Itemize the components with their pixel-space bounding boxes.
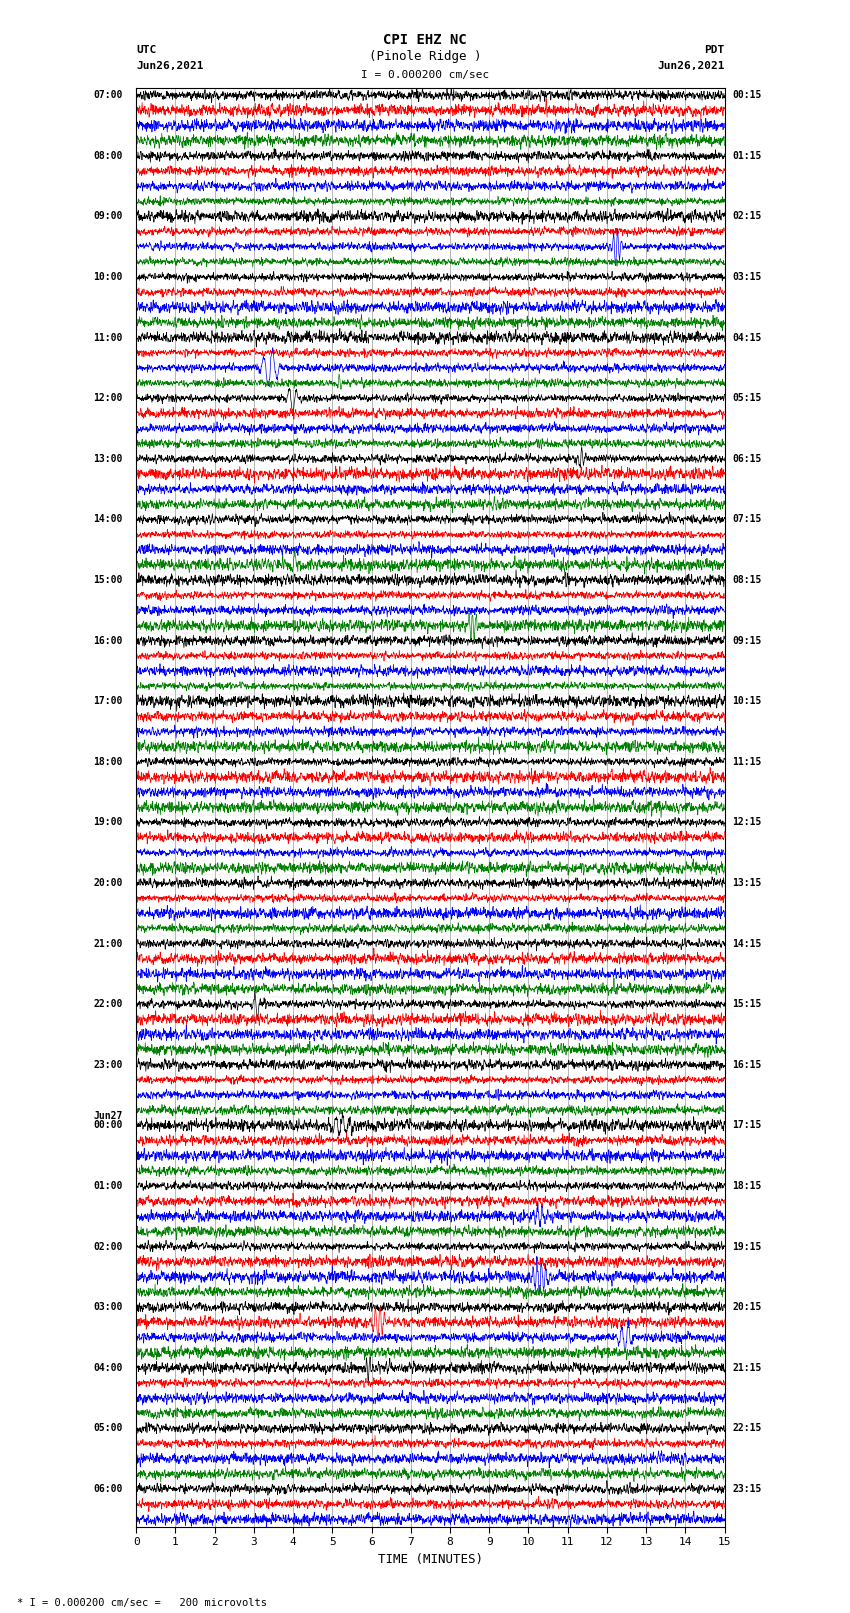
Text: 15:00: 15:00 bbox=[94, 574, 122, 586]
Text: 02:15: 02:15 bbox=[733, 211, 762, 221]
Text: 13:00: 13:00 bbox=[94, 453, 122, 465]
X-axis label: TIME (MINUTES): TIME (MINUTES) bbox=[378, 1553, 483, 1566]
Text: 17:00: 17:00 bbox=[94, 697, 122, 706]
Text: Jun26,2021: Jun26,2021 bbox=[136, 61, 204, 71]
Text: 06:00: 06:00 bbox=[94, 1484, 122, 1494]
Text: 19:00: 19:00 bbox=[94, 818, 122, 827]
Text: 01:15: 01:15 bbox=[733, 150, 762, 161]
Text: 14:15: 14:15 bbox=[733, 939, 762, 948]
Text: * I = 0.000200 cm/sec =   200 microvolts: * I = 0.000200 cm/sec = 200 microvolts bbox=[17, 1598, 267, 1608]
Text: I = 0.000200 cm/sec: I = 0.000200 cm/sec bbox=[361, 69, 489, 79]
Text: UTC: UTC bbox=[136, 45, 156, 55]
Text: 23:15: 23:15 bbox=[733, 1484, 762, 1494]
Text: Jun26,2021: Jun26,2021 bbox=[657, 61, 724, 71]
Text: 15:15: 15:15 bbox=[733, 998, 762, 1010]
Text: 04:00: 04:00 bbox=[94, 1363, 122, 1373]
Text: 07:15: 07:15 bbox=[733, 515, 762, 524]
Text: 16:00: 16:00 bbox=[94, 636, 122, 645]
Text: 11:15: 11:15 bbox=[733, 756, 762, 766]
Text: 03:15: 03:15 bbox=[733, 273, 762, 282]
Text: 00:00: 00:00 bbox=[94, 1121, 122, 1131]
Text: 22:15: 22:15 bbox=[733, 1423, 762, 1434]
Text: 20:00: 20:00 bbox=[94, 877, 122, 887]
Text: 21:00: 21:00 bbox=[94, 939, 122, 948]
Text: 07:00: 07:00 bbox=[94, 90, 122, 100]
Text: (Pinole Ridge ): (Pinole Ridge ) bbox=[369, 50, 481, 63]
Text: 22:00: 22:00 bbox=[94, 998, 122, 1010]
Text: 16:15: 16:15 bbox=[733, 1060, 762, 1069]
Text: CPI EHZ NC: CPI EHZ NC bbox=[383, 34, 467, 47]
Text: 23:00: 23:00 bbox=[94, 1060, 122, 1069]
Text: 13:15: 13:15 bbox=[733, 877, 762, 887]
Text: 20:15: 20:15 bbox=[733, 1302, 762, 1311]
Text: 12:00: 12:00 bbox=[94, 394, 122, 403]
Text: 10:15: 10:15 bbox=[733, 697, 762, 706]
Text: 05:15: 05:15 bbox=[733, 394, 762, 403]
Text: 08:15: 08:15 bbox=[733, 574, 762, 586]
Text: 02:00: 02:00 bbox=[94, 1242, 122, 1252]
Text: 00:15: 00:15 bbox=[733, 90, 762, 100]
Text: 11:00: 11:00 bbox=[94, 332, 122, 342]
Text: 18:00: 18:00 bbox=[94, 756, 122, 766]
Text: Jun27: Jun27 bbox=[94, 1111, 122, 1121]
Text: 21:15: 21:15 bbox=[733, 1363, 762, 1373]
Text: 14:00: 14:00 bbox=[94, 515, 122, 524]
Text: 17:15: 17:15 bbox=[733, 1121, 762, 1131]
Text: 01:00: 01:00 bbox=[94, 1181, 122, 1190]
Text: 08:00: 08:00 bbox=[94, 150, 122, 161]
Text: 10:00: 10:00 bbox=[94, 273, 122, 282]
Text: 05:00: 05:00 bbox=[94, 1423, 122, 1434]
Text: 03:00: 03:00 bbox=[94, 1302, 122, 1311]
Text: 04:15: 04:15 bbox=[733, 332, 762, 342]
Text: 12:15: 12:15 bbox=[733, 818, 762, 827]
Text: PDT: PDT bbox=[705, 45, 724, 55]
Text: 18:15: 18:15 bbox=[733, 1181, 762, 1190]
Text: 19:15: 19:15 bbox=[733, 1242, 762, 1252]
Text: 09:15: 09:15 bbox=[733, 636, 762, 645]
Text: 09:00: 09:00 bbox=[94, 211, 122, 221]
Text: 06:15: 06:15 bbox=[733, 453, 762, 465]
